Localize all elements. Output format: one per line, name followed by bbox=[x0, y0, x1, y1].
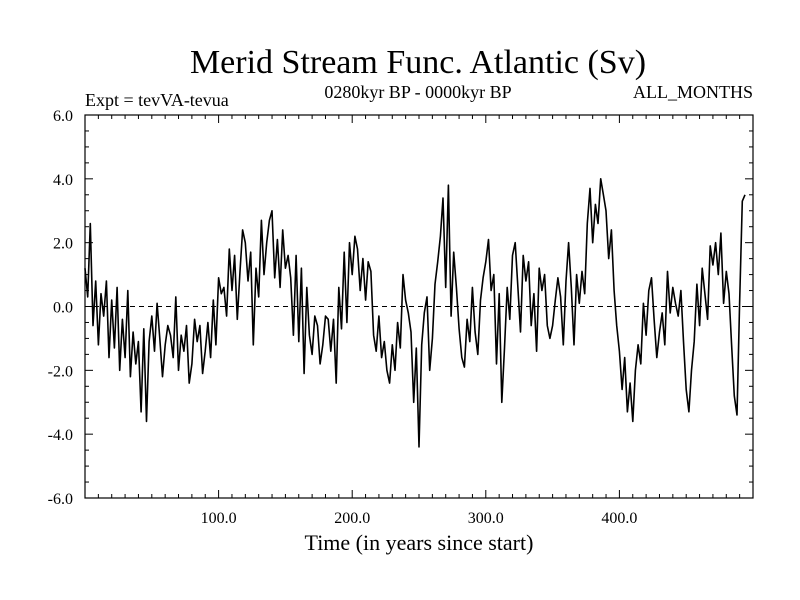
y-tick-label: 0.0 bbox=[53, 300, 73, 317]
plot-frame bbox=[84, 114, 754, 499]
x-tick-label: 300.0 bbox=[468, 510, 504, 527]
x-tick-label: 100.0 bbox=[201, 510, 237, 527]
y-tick-label: -2.0 bbox=[48, 363, 73, 380]
y-tick-label: -6.0 bbox=[48, 491, 73, 508]
x-tick-label: 400.0 bbox=[601, 510, 637, 527]
x-tick-label: 200.0 bbox=[334, 510, 370, 527]
chart-subtitle-right: ALL_MONTHS bbox=[633, 82, 753, 102]
x-axis-label: Time (in years since start) bbox=[305, 530, 534, 555]
chart-title: Merid Stream Func. Atlantic (Sv) bbox=[190, 44, 646, 81]
x-axis: 100.0 200.0 300.0 400.0 bbox=[97, 115, 741, 527]
chart-subtitle-left: Expt = tevVA-tevua bbox=[85, 90, 229, 110]
series-line bbox=[84, 178, 746, 448]
y-axis: -6.0 -4.0 -2.0 0.0 2.0 4.0 6.0 bbox=[48, 108, 753, 508]
chart-subtitle-center: 0280kyr BP - 0000kyr BP bbox=[324, 82, 511, 102]
y-tick-label: 6.0 bbox=[53, 108, 73, 125]
y-tick-label: -4.0 bbox=[48, 427, 73, 444]
y-tick-label: 4.0 bbox=[53, 172, 73, 189]
y-tick-label: 2.0 bbox=[53, 236, 73, 253]
